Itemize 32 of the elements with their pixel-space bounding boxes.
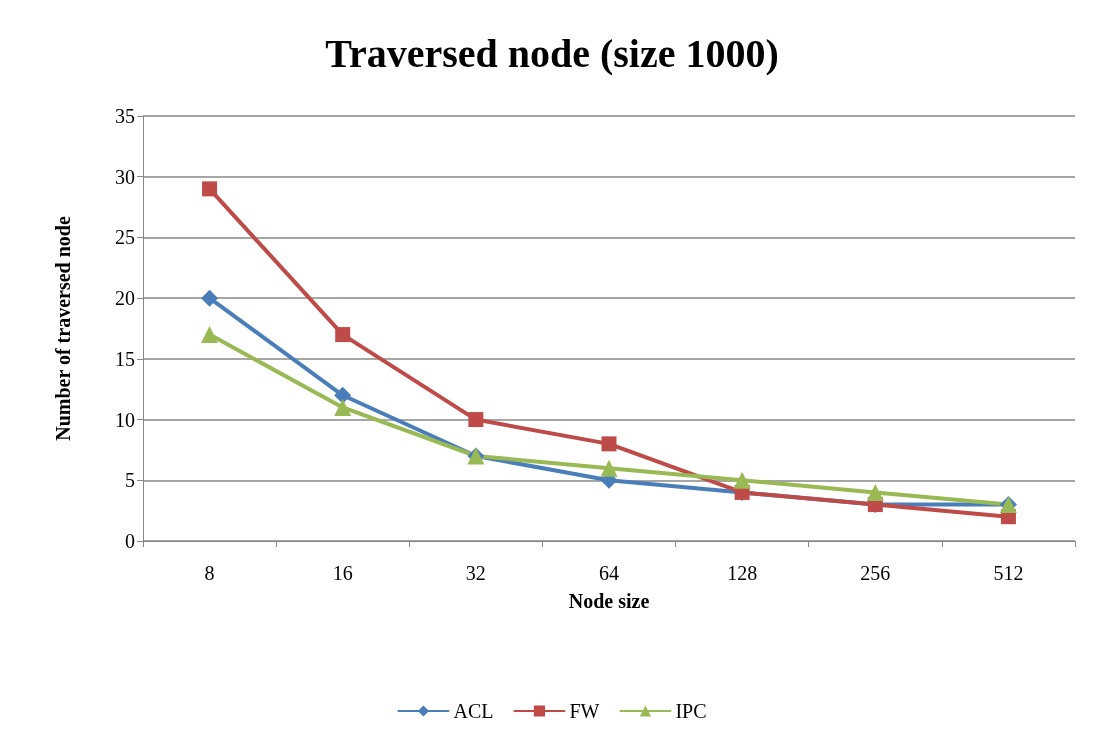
x-tick-label: 8	[204, 562, 215, 584]
point	[866, 483, 884, 501]
point	[733, 471, 751, 489]
y-axis-title: Number of traversed node	[52, 216, 74, 441]
x-tick-label: 32	[465, 562, 486, 584]
x-tick-label: 64	[599, 562, 619, 584]
point	[202, 181, 218, 197]
y-tick-label: 15	[115, 347, 135, 370]
point	[334, 398, 352, 416]
y-tick-label: 10	[115, 408, 135, 431]
legend-label: FW	[569, 700, 600, 722]
legend-label: IPC	[675, 700, 707, 722]
y-tick-label: 5	[125, 469, 135, 492]
point	[201, 326, 219, 344]
x-tick-label: 16	[332, 562, 353, 584]
x-axis-title: Node size	[568, 590, 650, 612]
y-tick-label: 20	[115, 287, 135, 310]
x-tick-label: 128	[727, 562, 758, 584]
y-tick-label: 35	[115, 105, 135, 127]
legend-label: ACL	[453, 700, 494, 722]
point	[600, 459, 618, 477]
point	[601, 436, 617, 452]
point	[334, 386, 352, 404]
y-tick-label: 0	[125, 530, 135, 552]
y-tick-label: 25	[115, 226, 135, 249]
y-tick-label: 30	[115, 165, 135, 188]
point	[201, 289, 219, 307]
chart-title: Traversed node (size 1000)	[325, 30, 779, 76]
point	[335, 327, 351, 343]
point	[468, 412, 484, 428]
x-tick-label: 512	[993, 562, 1024, 584]
x-tick-label: 256	[860, 562, 891, 584]
